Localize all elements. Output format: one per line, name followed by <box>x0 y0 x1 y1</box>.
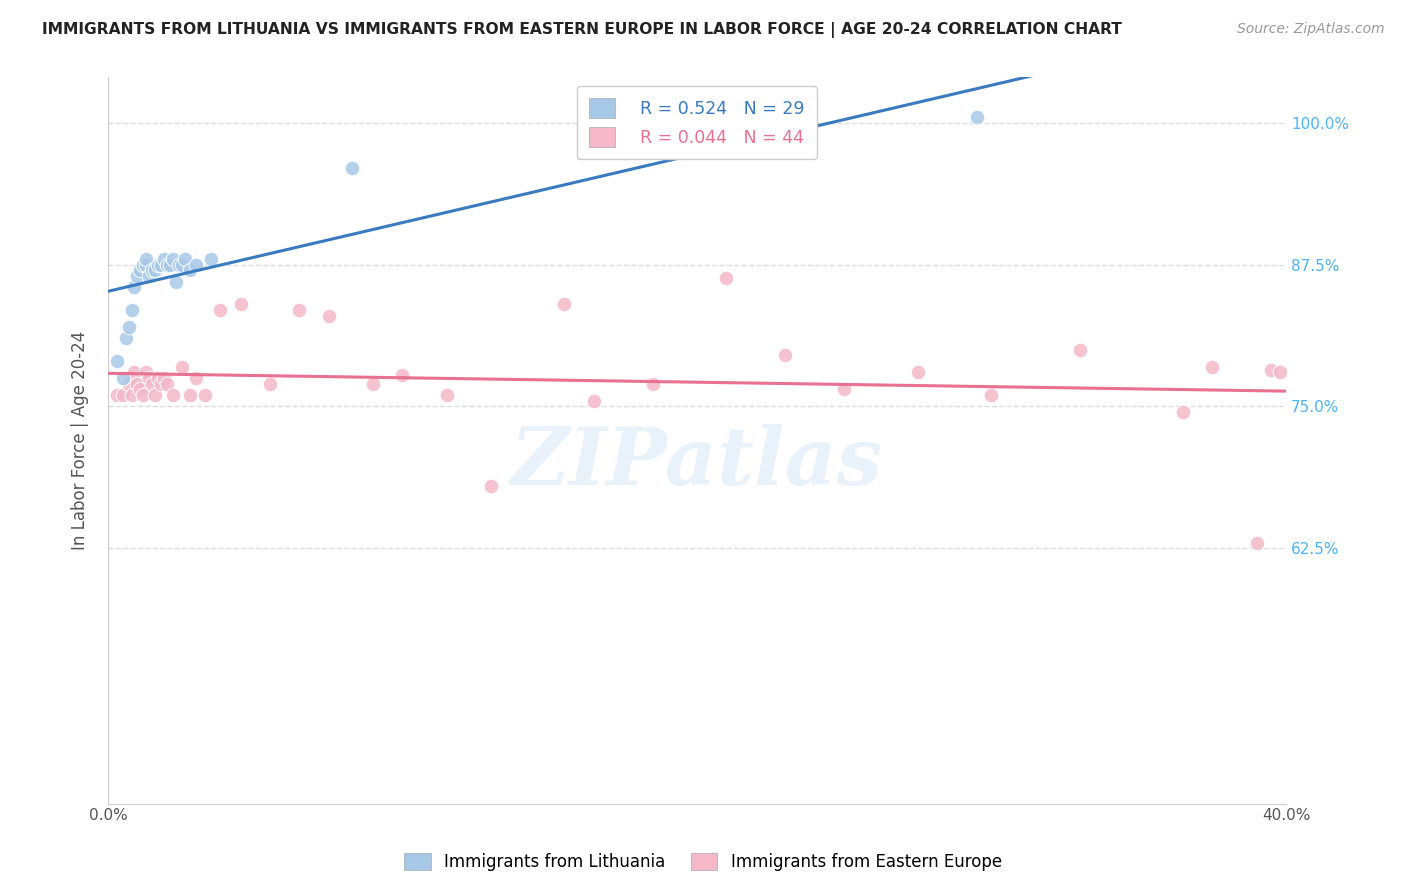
Point <box>121 388 143 402</box>
Point <box>117 376 139 391</box>
Point <box>165 275 187 289</box>
Point <box>229 297 252 311</box>
Text: IMMIGRANTS FROM LITHUANIA VS IMMIGRANTS FROM EASTERN EUROPE IN LABOR FORCE | AGE: IMMIGRANTS FROM LITHUANIA VS IMMIGRANTS … <box>42 22 1122 38</box>
Point <box>146 371 169 385</box>
Point <box>641 376 664 391</box>
Point <box>111 371 134 385</box>
Point <box>391 368 413 382</box>
Point <box>150 258 173 272</box>
Point <box>208 303 231 318</box>
Legend:   R = 0.524   N = 29,   R = 0.044   N = 44: R = 0.524 N = 29, R = 0.044 N = 44 <box>576 87 817 159</box>
Point <box>170 258 193 272</box>
Point <box>775 348 797 362</box>
Legend: Immigrants from Lithuania, Immigrants from Eastern Europe: Immigrants from Lithuania, Immigrants fr… <box>396 845 1010 880</box>
Point <box>153 371 176 385</box>
Point <box>138 371 160 385</box>
Point <box>167 258 190 272</box>
Point <box>132 258 155 272</box>
Point <box>162 388 184 402</box>
Point <box>162 252 184 266</box>
Point <box>186 371 208 385</box>
Point <box>132 388 155 402</box>
Point <box>966 110 988 124</box>
Point <box>342 161 364 176</box>
Point <box>121 303 143 318</box>
Point <box>156 258 179 272</box>
Point <box>146 258 169 272</box>
Point <box>124 366 146 380</box>
Point <box>194 388 217 402</box>
Point <box>105 388 128 402</box>
Point <box>1069 343 1091 357</box>
Point <box>1246 535 1268 549</box>
Point <box>124 280 146 294</box>
Point <box>141 263 163 277</box>
Point <box>138 268 160 283</box>
Point <box>129 263 152 277</box>
Point <box>582 393 605 408</box>
Point <box>553 297 575 311</box>
Point <box>832 383 855 397</box>
Point <box>156 376 179 391</box>
Point <box>1201 359 1223 374</box>
Point <box>105 354 128 368</box>
Point <box>361 376 384 391</box>
Point <box>127 376 149 391</box>
Point <box>179 388 201 402</box>
Point <box>129 383 152 397</box>
Point <box>135 258 157 272</box>
Y-axis label: In Labor Force | Age 20-24: In Labor Force | Age 20-24 <box>72 331 89 550</box>
Point <box>143 263 166 277</box>
Point <box>980 388 1002 402</box>
Point <box>135 252 157 266</box>
Point <box>259 376 281 391</box>
Point <box>1268 366 1291 380</box>
Point <box>170 359 193 374</box>
Point <box>114 331 136 345</box>
Point <box>117 320 139 334</box>
Point <box>143 388 166 402</box>
Point <box>159 258 181 272</box>
Point <box>150 376 173 391</box>
Point <box>200 252 222 266</box>
Point <box>318 309 340 323</box>
Point <box>153 252 176 266</box>
Point <box>436 388 458 402</box>
Point <box>186 258 208 272</box>
Text: ZIPatlas: ZIPatlas <box>510 424 883 501</box>
Point <box>111 388 134 402</box>
Point <box>179 263 201 277</box>
Point <box>479 479 502 493</box>
Point <box>288 303 311 318</box>
Point <box>1171 405 1194 419</box>
Point <box>173 252 195 266</box>
Point <box>127 268 149 283</box>
Point <box>141 376 163 391</box>
Point <box>1260 363 1282 377</box>
Text: Source: ZipAtlas.com: Source: ZipAtlas.com <box>1237 22 1385 37</box>
Point <box>716 271 738 285</box>
Point <box>135 366 157 380</box>
Point <box>907 366 929 380</box>
